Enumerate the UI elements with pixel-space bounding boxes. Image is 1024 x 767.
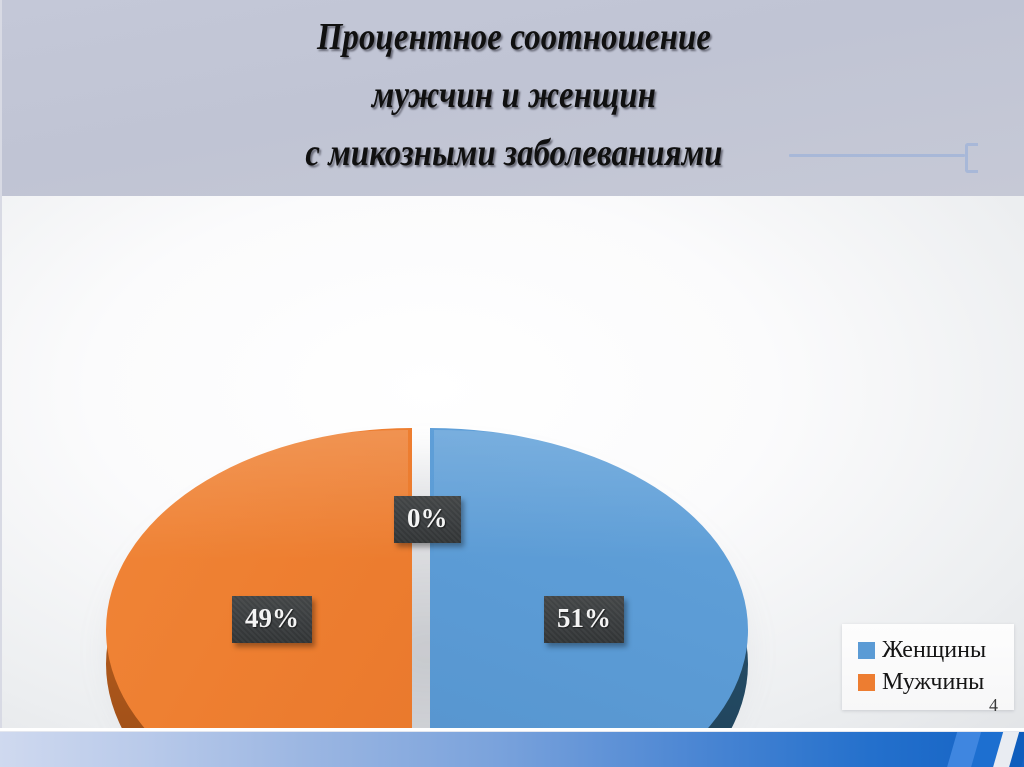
pie-slice-men[interactable] xyxy=(106,428,412,728)
legend-swatch-women-icon xyxy=(858,641,875,659)
title-decor-chevron-icon xyxy=(965,143,978,173)
data-label-women: 51% xyxy=(544,596,624,643)
legend-item-women[interactable]: Женщины xyxy=(842,634,1014,666)
footer-bar xyxy=(0,731,1024,767)
page-number: 4 xyxy=(989,695,998,715)
legend-swatch-men-icon xyxy=(858,673,875,691)
data-label-zero: 0% xyxy=(394,496,461,543)
title-band: Процентное соотношение мужчин и женщин с… xyxy=(0,0,1024,203)
page-title: Процентное соотношение мужчин и женщин с… xyxy=(305,16,723,174)
legend-label-men: Мужчины xyxy=(882,669,985,695)
title-decor-rule xyxy=(789,154,965,157)
data-label-men: 49% xyxy=(232,596,312,643)
chart-legend: Женщины Мужчины xyxy=(842,624,1014,710)
chart-area: 0% 49% 51% Женщины Мужчины 4 xyxy=(0,196,1024,728)
legend-item-men[interactable]: Мужчины xyxy=(842,666,1014,698)
pie-slice-women[interactable] xyxy=(430,428,748,728)
legend-label-women: Женщины xyxy=(882,637,987,663)
